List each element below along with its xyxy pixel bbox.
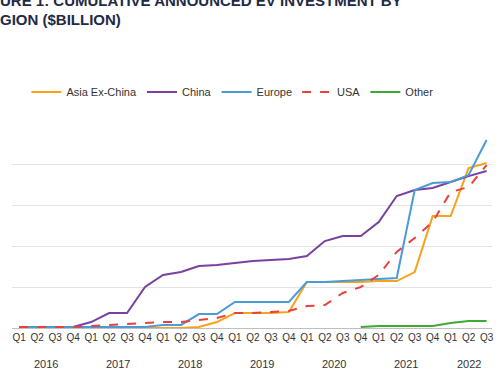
svg-text:Q4: Q4: [354, 332, 368, 343]
svg-text:2017: 2017: [106, 358, 130, 370]
svg-text:Q3: Q3: [336, 332, 350, 343]
svg-text:URE 1: CUMULATIVE ANNOUNCED EV: URE 1: CUMULATIVE ANNOUNCED EV INVESTMEN…: [0, 0, 402, 28]
svg-text:Other: Other: [405, 86, 433, 98]
svg-text:Q3: Q3: [264, 332, 278, 343]
svg-text:Q2: Q2: [390, 332, 404, 343]
svg-text:2022: 2022: [457, 358, 481, 370]
svg-text:Q3: Q3: [48, 332, 62, 343]
svg-text:Q1: Q1: [300, 332, 314, 343]
svg-text:Europe: Europe: [257, 86, 292, 98]
svg-text:Q2: Q2: [102, 332, 116, 343]
svg-text:2021: 2021: [394, 358, 418, 370]
svg-text:Q4: Q4: [282, 332, 296, 343]
svg-text:Q1: Q1: [13, 332, 27, 343]
svg-text:Q4: Q4: [210, 332, 224, 343]
svg-text:Q1: Q1: [228, 332, 242, 343]
svg-text:Q4: Q4: [138, 332, 152, 343]
svg-text:Q2: Q2: [318, 332, 332, 343]
svg-text:Q1: Q1: [444, 332, 458, 343]
svg-text:Q2: Q2: [174, 332, 188, 343]
svg-text:China: China: [182, 86, 212, 98]
svg-text:Q4: Q4: [66, 332, 80, 343]
svg-text:2019: 2019: [250, 358, 274, 370]
svg-text:2018: 2018: [178, 358, 202, 370]
svg-text:2016: 2016: [34, 358, 58, 370]
svg-text:Asia Ex-China: Asia Ex-China: [66, 86, 137, 98]
svg-text:Q2: Q2: [246, 332, 260, 343]
svg-text:Q3: Q3: [192, 332, 206, 343]
svg-text:Q3: Q3: [120, 332, 134, 343]
svg-text:2020: 2020: [322, 358, 346, 370]
svg-text:Q2: Q2: [30, 332, 44, 343]
svg-text:Q3: Q3: [408, 332, 422, 343]
svg-text:Q1: Q1: [372, 332, 386, 343]
svg-text:USA: USA: [337, 86, 360, 98]
svg-text:Q3: Q3: [480, 332, 494, 343]
svg-text:Q1: Q1: [156, 332, 170, 343]
svg-text:Q4: Q4: [426, 332, 440, 343]
svg-text:Q1: Q1: [84, 332, 98, 343]
svg-text:Q2: Q2: [462, 332, 476, 343]
